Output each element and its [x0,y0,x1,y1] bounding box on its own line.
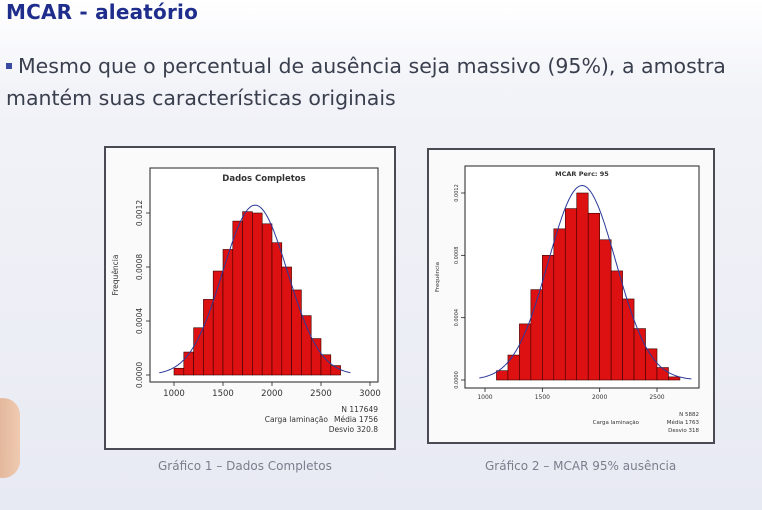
x-tick-label: 2500 [310,389,332,399]
x-tick-label: 1000 [163,389,185,399]
histogram-bar [271,242,283,376]
density-curve [479,184,692,380]
histogram-bar [542,255,555,381]
y-tick-label: 0.0008 [454,247,460,265]
x-tick-label: 1500 [535,394,550,401]
density-curve [159,204,351,374]
stat-line: N 5882 [679,412,699,418]
histogram-bar [553,228,566,381]
y-axis-label: Frequência [111,255,120,296]
histogram-bar [496,370,509,381]
x-axis-label: Carga laminação [265,415,329,424]
x-tick-label: 2000 [592,394,607,401]
bullet-point: Mesmo que o percentual de ausência seja … [6,50,756,114]
stat-line: Média 1756 [334,415,378,424]
y-tick-label: 0.0004 [454,309,460,327]
y-tick-label: 0.0000 [135,362,144,388]
chart-caption-1: Gráfico 1 – Dados Completos [158,459,332,473]
histogram-bar [183,351,194,376]
y-tick-label: 0.0012 [454,184,460,202]
histogram-bar [261,223,273,376]
bullet-square-icon [6,63,12,69]
chart-panel-2: MCAR Perc: 95 1000 1500 2000 2500 0.0000 0.000… [427,148,715,444]
histogram-bar [656,367,669,381]
histogram-bar [622,298,635,381]
presenter-hand [0,398,20,478]
histogram-bar [222,249,234,376]
stat-line: Desvio 318 [668,428,699,434]
histogram-bar [330,365,341,376]
histogram-bar [281,266,292,376]
histogram-bar [610,270,623,381]
chart-panel-1: Dados Completos 1000 1500 2000 2500 3000 0.000… [104,146,396,450]
slide-title: MCAR - aleatório [6,0,199,24]
histogram-bar [564,208,578,381]
histogram-bar [193,327,204,376]
histogram-bar [242,211,253,376]
stat-line: N 117649 [341,405,378,414]
y-tick-label: 0.0012 [135,200,144,226]
y-tick-label: 0.0000 [454,371,460,389]
histogram-dados-completos: Dados Completos 1000 1500 2000 2500 3000 0.000… [111,167,381,434]
histogram-bar [645,348,658,381]
y-tick-label: 0.0008 [135,254,144,280]
y-axis-label: Frequência [434,262,441,292]
histogram-bar [530,289,543,381]
histogram-bar [507,354,520,381]
slide-title-bar: MCAR - aleatório [0,0,762,34]
histogram-bar [320,354,332,376]
histogram-bar [633,328,646,381]
histogram-bar [173,367,185,376]
y-tick-label: 0.0004 [135,308,144,334]
stat-line: Desvio 320.8 [329,425,378,434]
histogram-bar [291,289,302,376]
histogram-bar [668,376,681,381]
chart-title: Dados Completos [222,174,305,184]
histogram-mcar-95: MCAR Perc: 95 1000 1500 2000 2500 0.0000 0.000… [434,165,700,434]
x-axis-label: Carga laminação [593,420,640,426]
histogram-bar [203,299,214,376]
histogram-bar [232,220,243,376]
x-tick-label: 3000 [359,389,381,399]
x-tick-label: 2500 [649,394,664,401]
histogram-bar [310,338,322,376]
x-tick-label: 2000 [261,389,283,399]
x-tick-label: 1500 [212,389,234,399]
x-tick-label: 1000 [477,394,492,401]
histogram-bar [599,239,612,381]
chart-caption-2: Gráfico 2 – MCAR 95% ausência [485,459,677,473]
chart-title: MCAR Perc: 95 [555,170,609,178]
stat-line: Média 1763 [667,419,700,426]
histogram-bar [252,212,263,376]
bullet-text: Mesmo que o percentual de ausência seja … [6,54,726,110]
histogram-bar [301,315,312,376]
histogram-bar [587,212,600,381]
histogram-bar [576,192,589,381]
